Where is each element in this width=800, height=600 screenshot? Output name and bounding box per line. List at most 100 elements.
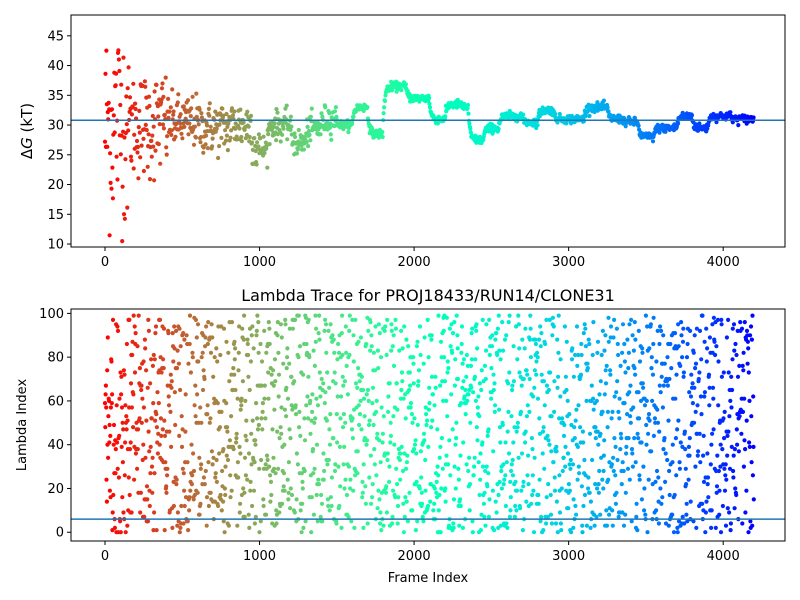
lambda-point: [124, 341, 129, 347]
lambda-point: [679, 333, 684, 338]
lambda-point: [509, 387, 515, 393]
lambda-point: [615, 379, 620, 384]
delta-g-point: [145, 164, 150, 169]
lambda-point: [205, 341, 210, 347]
lambda-point: [512, 514, 518, 520]
lambda-point: [407, 490, 412, 495]
lambda-point: [286, 490, 291, 495]
lambda-point: [282, 407, 287, 412]
lambda-point: [533, 337, 538, 342]
lambda-point: [645, 530, 650, 535]
lambda-point: [400, 346, 405, 351]
lambda-point: [347, 352, 352, 358]
lambda-point: [319, 376, 324, 382]
lambda-point: [169, 444, 174, 449]
lambda-point: [498, 440, 503, 445]
lambda-point: [657, 341, 662, 347]
lambda-point: [576, 352, 581, 358]
lambda-point: [104, 499, 109, 504]
delta-g-point: [156, 142, 161, 147]
lambda-point: [388, 420, 393, 425]
lambda-point: [583, 326, 588, 331]
lambda-point: [726, 429, 731, 434]
lambda-point: [314, 442, 320, 447]
lambda-point: [672, 331, 678, 336]
lambda-point: [370, 482, 375, 487]
lambda-point: [486, 427, 491, 432]
lambda-point: [188, 488, 193, 493]
delta-g-point: [217, 144, 222, 149]
lambda-point: [702, 394, 707, 399]
lambda-point: [606, 315, 611, 320]
lambda-point: [121, 510, 126, 515]
lambda-point: [743, 510, 748, 515]
lambda-point: [364, 392, 369, 397]
lambda-point: [293, 403, 298, 408]
lambda-point: [455, 346, 460, 351]
lambda-point: [139, 387, 144, 393]
lambda-point: [594, 514, 599, 520]
lambda-point: [614, 490, 619, 495]
lambda-point: [506, 451, 512, 456]
lambda-point: [553, 521, 559, 526]
lambda-point: [284, 414, 289, 419]
lambda-point: [389, 348, 394, 353]
lambda-point: [494, 331, 499, 336]
lambda-point: [455, 376, 461, 382]
lambda-point: [238, 407, 243, 412]
lambda-point: [555, 385, 560, 390]
lambda-point: [472, 455, 477, 460]
lambda-point: [165, 473, 170, 478]
lambda-point: [748, 519, 753, 524]
lambda-point: [285, 396, 291, 401]
lambda-point: [459, 401, 464, 406]
lambda-point: [208, 350, 214, 355]
lambda-point: [232, 339, 237, 344]
lambda-point: [425, 503, 431, 509]
lambda-point: [558, 521, 564, 526]
lambda-point: [424, 412, 429, 417]
lambda-point: [500, 320, 505, 325]
lambda-point: [626, 366, 631, 371]
lambda-point: [713, 352, 718, 358]
lambda-point: [306, 317, 311, 322]
lambda-point: [612, 317, 617, 322]
lambda-point: [481, 501, 486, 506]
delta-g-point: [201, 150, 206, 155]
lambda-point: [115, 328, 121, 333]
lambda-point: [511, 440, 516, 445]
lambda-point: [271, 455, 276, 460]
lambda-point: [344, 492, 350, 498]
lambda-point: [228, 495, 233, 500]
delta-g-point: [293, 134, 298, 140]
lambda-point: [749, 460, 754, 465]
delta-g-point: [151, 124, 156, 129]
lambda-point: [723, 523, 729, 528]
lambda-point: [235, 523, 240, 528]
lambda-point: [739, 326, 745, 331]
lambda-point: [503, 503, 508, 509]
lambda-point: [387, 464, 392, 469]
lambda-point: [444, 398, 449, 403]
delta-g-point: [160, 81, 165, 86]
lambda-point: [424, 422, 429, 428]
lambda-point: [686, 444, 692, 449]
lambda-point: [574, 324, 580, 329]
lambda-point: [654, 359, 659, 364]
lambda-point: [140, 396, 145, 401]
lambda-point: [393, 317, 398, 322]
lambda-point: [621, 523, 627, 528]
lambda-point: [685, 341, 690, 347]
lambda-point: [666, 523, 671, 528]
lambda-point: [210, 462, 215, 467]
lambda-point: [257, 466, 262, 471]
lambda-point: [480, 440, 485, 445]
lambda-point: [565, 398, 570, 403]
delta-g-point: [131, 81, 136, 86]
lambda-point: [529, 501, 534, 506]
lambda-point: [749, 337, 755, 342]
lambda-point: [391, 363, 397, 368]
lambda-point: [167, 429, 172, 434]
lambda-point: [504, 521, 509, 526]
lambda-point: [227, 379, 232, 384]
